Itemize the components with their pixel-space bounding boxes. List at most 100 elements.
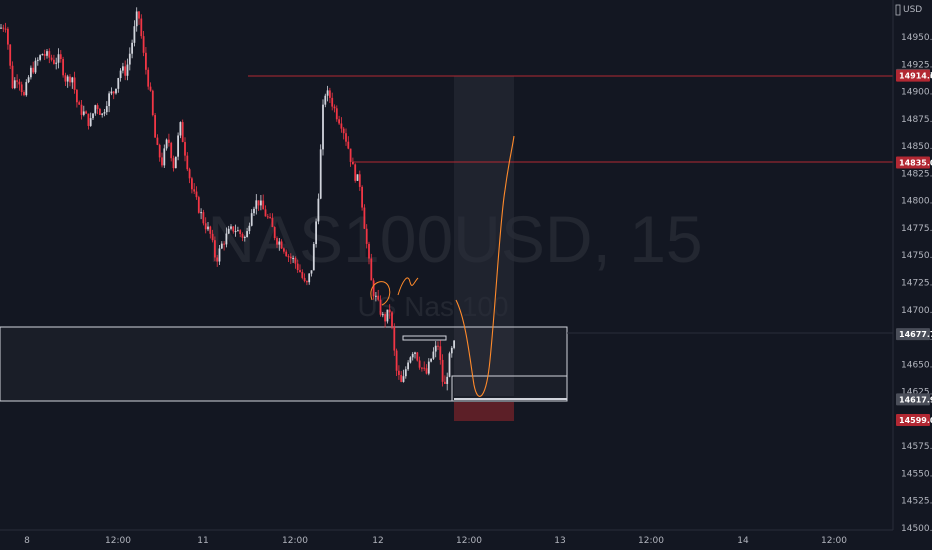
- candle-body: [119, 70, 122, 79]
- candle-body: [310, 270, 313, 274]
- candle-body: [266, 216, 269, 218]
- candle-body: [55, 62, 58, 64]
- candle-body: [149, 86, 152, 91]
- candle-body: [34, 60, 37, 73]
- candle-body: [202, 212, 205, 224]
- candle-body: [85, 111, 87, 114]
- candle-body: [280, 241, 283, 249]
- candle-body: [181, 122, 184, 143]
- candle-body: [232, 226, 235, 232]
- candle-body: [257, 200, 260, 206]
- candle-body: [414, 352, 416, 354]
- candle-body: [154, 115, 156, 138]
- candle-body: [312, 244, 315, 271]
- candle-body: [411, 353, 414, 358]
- candle-body: [151, 90, 154, 116]
- candle-body: [57, 54, 60, 63]
- candle-body: [220, 243, 223, 249]
- candle-body: [64, 75, 67, 82]
- candle-body: [322, 104, 324, 150]
- price-tick-label: 14950.0: [901, 33, 932, 43]
- candle-body: [133, 26, 136, 43]
- candle-body: [434, 345, 437, 352]
- candle-body: [230, 226, 232, 229]
- candle-body: [437, 345, 439, 347]
- candle-body: [241, 233, 244, 238]
- candle-body: [296, 263, 299, 271]
- candle-body: [319, 149, 322, 199]
- candle-body: [131, 42, 133, 54]
- candle-body: [278, 241, 281, 245]
- candle-body: [333, 106, 336, 109]
- candle-body: [239, 230, 242, 234]
- price-tick-label: 14825.0: [901, 169, 932, 179]
- candle-body: [158, 144, 161, 158]
- candle-body: [347, 141, 350, 149]
- candle-body: [7, 28, 9, 45]
- candle-body: [138, 11, 140, 19]
- candle-body: [301, 272, 304, 278]
- candle-body: [147, 69, 150, 87]
- candle-body: [128, 53, 131, 65]
- candle-body: [407, 362, 409, 370]
- candle-body: [375, 295, 377, 297]
- price-tick-label: 14850.0: [901, 142, 932, 152]
- price-tick-label: 14625.0: [901, 388, 932, 398]
- candle-body: [303, 277, 306, 282]
- candles-group: [0, 7, 455, 391]
- candle-body: [260, 200, 262, 206]
- price-tick-label: 14925.0: [901, 60, 932, 70]
- price-label-badge: [896, 393, 930, 406]
- price-tick-label: 14550.0: [901, 469, 932, 479]
- demand-zone[interactable]: [0, 326, 568, 402]
- candle-body: [99, 108, 101, 115]
- target-box[interactable]: [451, 375, 568, 402]
- price-label-badge: [896, 69, 930, 82]
- range-marker[interactable]: [402, 335, 447, 341]
- candle-body: [177, 135, 179, 157]
- time-tick-label: 13: [554, 536, 565, 546]
- candle-body: [273, 227, 276, 239]
- candle-body: [110, 91, 113, 94]
- candle-body: [218, 248, 221, 262]
- candle-body: [381, 314, 384, 316]
- candle-body: [168, 139, 170, 143]
- price-label-badge: [896, 413, 930, 426]
- candle-body: [195, 191, 198, 198]
- candle-body: [404, 369, 407, 377]
- candle-body: [391, 312, 393, 327]
- time-tick-label: 12:00: [282, 536, 308, 546]
- candle-body: [122, 66, 124, 71]
- candle-body: [294, 257, 297, 264]
- candle-body: [94, 105, 97, 114]
- time-tick-label: 14: [737, 536, 749, 546]
- price-labels: 14915.314914.614835.014677.714617.914599…: [896, 68, 932, 426]
- candle-body: [76, 89, 78, 103]
- price-tick-label: 14900.0: [901, 88, 932, 98]
- candle-body: [161, 157, 163, 166]
- candle-body: [156, 137, 159, 145]
- time-tick-label: 12:00: [821, 536, 847, 546]
- candle-body: [453, 340, 455, 348]
- candle-body: [349, 148, 352, 162]
- candle-body: [287, 256, 290, 258]
- candle-body: [184, 142, 186, 156]
- candle-body: [124, 66, 127, 76]
- time-axis-labels[interactable]: 8 12:00 11 12:00 12 12:00 13 12:00 14 12:00: [24, 536, 847, 546]
- candle-body: [335, 108, 338, 120]
- price-tick-label: 14750.0: [901, 251, 932, 261]
- price-label-badge: [896, 156, 930, 169]
- candle-body: [283, 248, 285, 252]
- price-tick-label: 14575.0: [901, 442, 932, 452]
- candle-body: [25, 82, 28, 96]
- candle-body: [20, 84, 23, 93]
- candle-body: [292, 257, 294, 259]
- candle-body: [425, 368, 428, 374]
- time-tick-label: 12:00: [456, 536, 482, 546]
- candle-body: [379, 299, 382, 315]
- time-tick-label: 11: [197, 536, 208, 546]
- candle-body: [409, 357, 412, 363]
- candle-body: [368, 243, 370, 259]
- candle-body: [135, 11, 138, 27]
